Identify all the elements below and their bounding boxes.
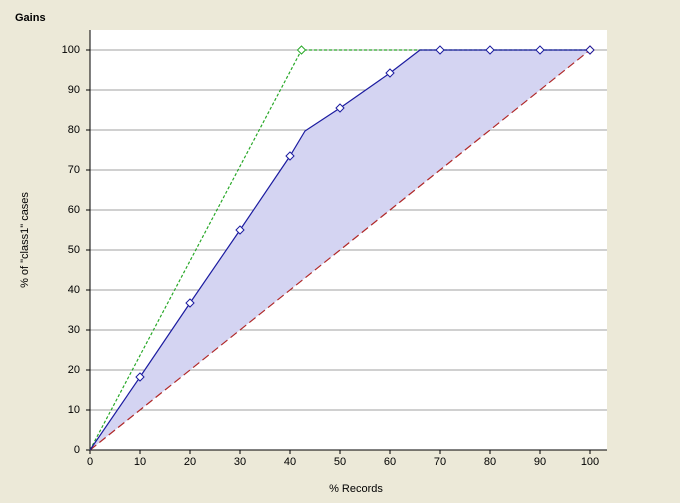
point-marker xyxy=(435,45,445,55)
point-marker xyxy=(485,45,495,55)
point-marker xyxy=(135,372,145,382)
x-tick-label: 50 xyxy=(334,456,346,468)
y-tick-label: 40 xyxy=(68,284,80,296)
y-tick-label: 100 xyxy=(62,44,80,56)
x-tick-label: 80 xyxy=(484,456,496,468)
x-tick-label: 10 xyxy=(134,456,146,468)
y-axis-label: % of "class1" cases xyxy=(19,192,31,288)
chart-title: Gains xyxy=(15,12,46,24)
point-marker xyxy=(585,45,595,55)
point-marker xyxy=(385,68,395,78)
y-tick-label: 90 xyxy=(68,84,80,96)
x-tick-label: 20 xyxy=(184,456,196,468)
point-marker xyxy=(535,45,545,55)
point-marker xyxy=(235,225,245,235)
x-tick-label: 60 xyxy=(384,456,396,468)
y-tick-label: 10 xyxy=(68,404,80,416)
x-tick-label: 30 xyxy=(234,456,246,468)
x-tick-label: 70 xyxy=(434,456,446,468)
x-tick-label: 40 xyxy=(284,456,296,468)
x-tick-label: 90 xyxy=(534,456,546,468)
series-line xyxy=(89,49,591,451)
x-tick-label: 100 xyxy=(581,456,599,468)
y-tick-label: 30 xyxy=(68,324,80,336)
y-tick-label: 80 xyxy=(68,124,80,136)
y-tick-label: 0 xyxy=(74,444,80,456)
y-tick-label: 20 xyxy=(68,364,80,376)
y-tick-label: 50 xyxy=(68,244,80,256)
point-marker xyxy=(185,298,195,308)
y-tick-label: 60 xyxy=(68,204,80,216)
point-marker xyxy=(335,103,345,113)
point-marker xyxy=(285,151,295,161)
point-marker xyxy=(296,45,307,55)
x-axis-label: % Records xyxy=(329,483,383,495)
x-tick-label: 0 xyxy=(87,456,93,468)
y-tick-label: 70 xyxy=(68,164,80,176)
